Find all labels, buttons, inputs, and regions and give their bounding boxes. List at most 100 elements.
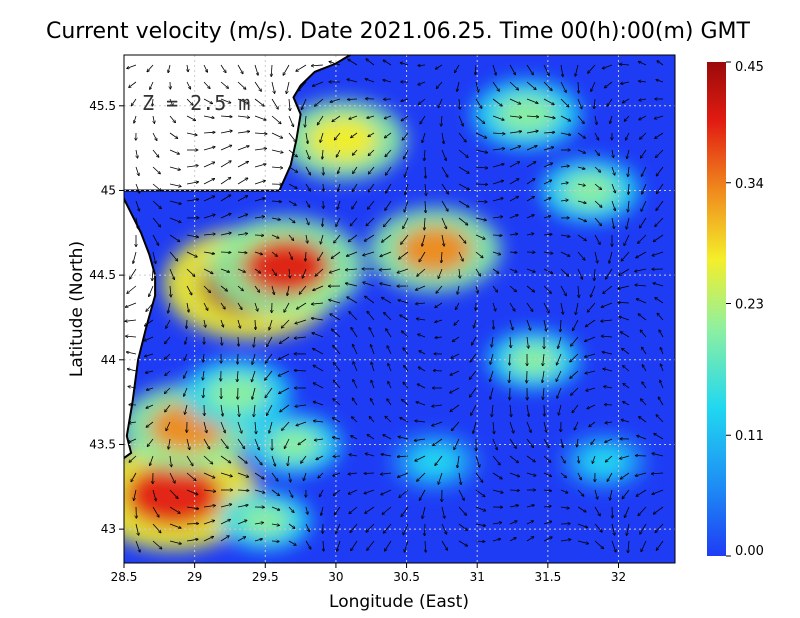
- vector-608: [475, 523, 486, 526]
- vector-248: [269, 319, 273, 330]
- vector-665: [509, 505, 519, 508]
- vector-616: [492, 164, 504, 168]
- vector-688: [526, 404, 529, 417]
- vector-769: [576, 302, 579, 315]
- vector-320: [311, 65, 324, 66]
- vector-218: [254, 302, 258, 311]
- vector-574: [454, 438, 460, 450]
- vector-647: [509, 196, 519, 202]
- vector-494: [418, 65, 426, 66]
- vector-136: [203, 387, 204, 398]
- vector-637: [492, 522, 502, 524]
- vector-50: [146, 404, 154, 408]
- vector-872: [638, 81, 647, 82]
- vector-787: [594, 115, 597, 125]
- vector-545: [433, 438, 443, 446]
- vector-61: [169, 98, 173, 106]
- vector-401: [349, 455, 358, 457]
- vector-496: [418, 98, 426, 105]
- vector-505: [419, 251, 426, 262]
- vector-564: [459, 268, 460, 278]
- vector-562: [458, 234, 466, 243]
- vector-145: [203, 536, 214, 542]
- vector-72: [170, 285, 171, 297]
- vector-290: [288, 540, 296, 545]
- colorbar-tick-label-3: 0.34: [735, 177, 764, 192]
- vector-482: [403, 348, 409, 355]
- vector-51: [146, 421, 154, 427]
- vector-420: [363, 282, 375, 287]
- vector-399: [351, 417, 358, 423]
- vector-105: [184, 353, 188, 361]
- vector-875: [639, 132, 647, 139]
- vector-129: [203, 268, 213, 274]
- vector-861: [623, 383, 630, 389]
- vector-167: [220, 421, 225, 433]
- vector-274: [289, 268, 290, 278]
- vector-847: [627, 149, 630, 159]
- vector-744: [556, 370, 562, 382]
- vector-805: [589, 421, 596, 427]
- vector-447: [380, 251, 392, 257]
- vector-142: [203, 490, 216, 492]
- vector-205: [254, 81, 261, 91]
- vector-369: [333, 399, 341, 406]
- vector-124: [203, 179, 215, 185]
- vector-359: [334, 234, 341, 243]
- vector-784: [588, 64, 596, 73]
- vector-170: [220, 472, 232, 477]
- vector-566: [455, 302, 460, 310]
- vector-188: [237, 285, 243, 291]
- vector-706: [543, 216, 551, 219]
- vector-789: [594, 149, 600, 156]
- vector-778: [578, 455, 579, 463]
- vector-694: [526, 505, 534, 508]
- vector-791: [594, 183, 602, 190]
- vector-195: [238, 404, 239, 417]
- vector-492: [403, 523, 409, 535]
- vector-462: [382, 506, 392, 515]
- vector-272: [288, 234, 294, 241]
- vector-199: [237, 472, 249, 477]
- vector-18: [126, 352, 137, 355]
- vector-378: [348, 59, 358, 66]
- vector-528: [441, 149, 446, 161]
- vector-175: [237, 64, 243, 74]
- vector-370: [332, 418, 341, 423]
- vector-844: [622, 98, 630, 103]
- vector-640: [509, 81, 519, 90]
- vector-678: [526, 234, 534, 236]
- vector-220: [254, 336, 256, 347]
- vector-456: [387, 399, 392, 406]
- vector-81: [168, 438, 171, 449]
- vector-481: [401, 331, 409, 338]
- vector-766: [577, 251, 585, 260]
- vector-660: [509, 421, 514, 433]
- vector-525: [438, 98, 443, 108]
- speed-core-3: [125, 464, 222, 527]
- vector-549: [441, 506, 445, 518]
- current-vectors: [125, 59, 664, 553]
- vector-172: [220, 504, 232, 508]
- vector-842: [620, 64, 630, 65]
- vector-471: [404, 166, 409, 177]
- vector-576: [458, 472, 461, 485]
- vector-583: [475, 98, 482, 109]
- vector-634: [492, 472, 502, 479]
- vector-453: [387, 346, 392, 355]
- vector-888: [642, 347, 647, 355]
- vector-236: [271, 115, 281, 124]
- vector-300: [305, 217, 309, 225]
- vector-680: [526, 268, 535, 272]
- vector-914: [655, 298, 664, 304]
- vector-423: [369, 327, 375, 338]
- vector-68: [169, 217, 181, 223]
- vector-261: [271, 541, 279, 542]
- vector-599: [469, 370, 477, 379]
- vector-781: [577, 506, 586, 512]
- vector-911: [652, 251, 664, 256]
- vector-340: [313, 402, 324, 406]
- vector-13: [130, 268, 137, 279]
- vector-845: [624, 115, 630, 121]
- vector-700: [543, 115, 555, 118]
